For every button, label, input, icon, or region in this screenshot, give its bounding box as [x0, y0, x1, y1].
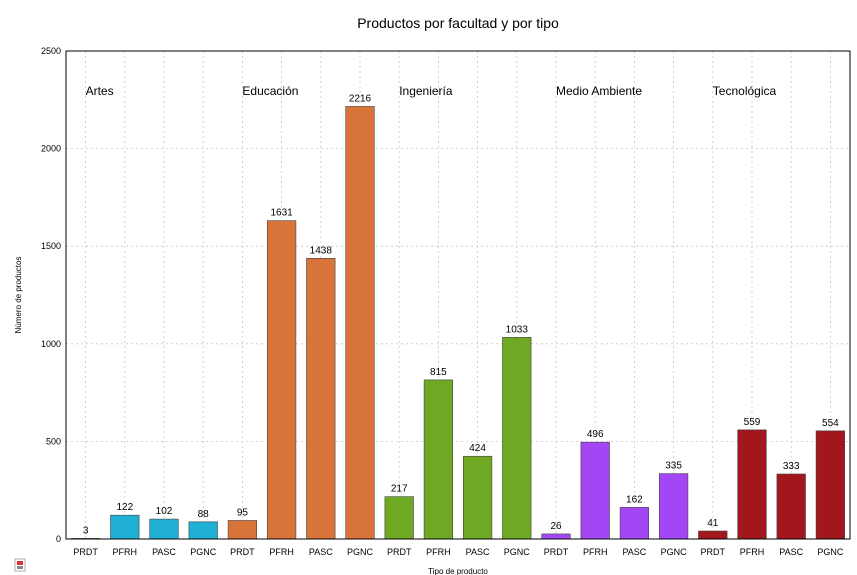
y-tick-label: 1500 — [41, 241, 61, 251]
value-labels: 3 122 102 88 95 1631 1438 2216 217 815 424 1033 26 49… — [83, 93, 839, 536]
x-tick-label: PFRH — [113, 547, 138, 557]
data-label: 217 — [391, 484, 408, 495]
bar-tecnológica-pfrh — [737, 429, 767, 540]
bar-ingeniería-pasc — [462, 455, 493, 540]
x-tick-label: PFRH — [426, 547, 451, 557]
data-label: 41 — [707, 518, 719, 529]
bar-educación-pasc — [306, 258, 336, 540]
x-tick-label: PRDT — [73, 547, 98, 557]
bar-tecnológica-pgnc — [815, 430, 846, 540]
group-label: Tecnológica — [713, 84, 777, 98]
chart-title: Productos por facultad y por tipo — [357, 15, 559, 31]
x-tick-label: PRDT — [544, 547, 569, 557]
y-tick-label: 1000 — [41, 339, 61, 349]
group-labels: Artes Educación Ingeniería Medio Ambiente Te… — [86, 84, 777, 98]
bar-educación-pgnc — [345, 106, 375, 540]
y-tick-label: 0 — [56, 534, 61, 544]
image-icon — [14, 558, 26, 572]
bar-artes-pasc — [149, 518, 179, 540]
group-label: Artes — [86, 84, 114, 98]
x-tick-label: PRDT — [701, 547, 726, 557]
x-tick-label: PFRH — [583, 547, 608, 557]
x-tick-label: PASC — [622, 547, 646, 557]
data-label: 554 — [822, 418, 839, 429]
x-tick-label: PASC — [779, 547, 803, 557]
bar-tecnológica-pasc — [776, 473, 806, 540]
data-label: 1033 — [506, 324, 529, 335]
x-axis-label: Tipo de producto — [428, 567, 488, 575]
data-label: 559 — [744, 417, 761, 428]
bar-educación-prdt — [227, 520, 258, 540]
bar-ingeniería-pgnc — [502, 337, 532, 540]
x-tick-label: PGNC — [504, 547, 531, 557]
bar-medio-ambiente-pfrh — [580, 441, 610, 540]
x-tick-label: PASC — [309, 547, 333, 557]
data-label: 88 — [198, 509, 210, 520]
group-label: Ingeniería — [399, 84, 453, 98]
y-tick-labels: 0 500 1000 1500 2000 2500 — [41, 46, 61, 544]
bar-medio-ambiente-prdt — [541, 533, 571, 540]
data-label: 424 — [469, 443, 486, 454]
x-tick-label: PFRH — [269, 547, 294, 557]
bar-artes-pfrh — [110, 514, 140, 540]
x-tick-label: PRDT — [387, 547, 412, 557]
bar-ingeniería-prdt — [384, 496, 414, 540]
data-label: 335 — [665, 461, 682, 472]
bar-artes-pgnc — [188, 521, 218, 540]
y-tick-label: 2000 — [41, 144, 61, 154]
x-tick-label: PGNC — [817, 547, 844, 557]
bars — [70, 106, 846, 540]
y-axis-label: Número de productos — [14, 257, 23, 334]
data-label: 333 — [783, 461, 800, 472]
data-label: 122 — [116, 502, 133, 513]
data-label: 95 — [237, 507, 249, 518]
bar-medio-ambiente-pasc — [619, 507, 650, 540]
bar-ingeniería-pfrh — [423, 379, 454, 540]
data-label: 1631 — [270, 208, 293, 219]
x-tick-label: PRDT — [230, 547, 255, 557]
group-label: Medio Ambiente — [556, 84, 642, 98]
group-label: Educación — [242, 84, 298, 98]
x-tick-label: PGNC — [190, 547, 217, 557]
x-tick-label: PGNC — [661, 547, 688, 557]
plot-frame — [65, 50, 851, 540]
bar-educación-pfrh — [266, 220, 297, 540]
data-label: 3 — [83, 525, 89, 536]
x-tick-label: PGNC — [347, 547, 374, 557]
bar-medio-ambiente-pgnc — [658, 473, 689, 540]
y-tick-label: 500 — [46, 436, 61, 446]
x-tick-labels: PRDT PFRH PASC PGNC PRDT PFRH PASC PGNC PRDT PFRH… — [73, 547, 844, 557]
data-label: 815 — [430, 367, 447, 378]
x-tick-label: PASC — [466, 547, 490, 557]
data-label: 102 — [156, 506, 173, 517]
x-tick-label: PFRH — [740, 547, 765, 557]
x-tick-label: PASC — [152, 547, 176, 557]
data-label: 496 — [587, 429, 604, 440]
y-tick-label: 2500 — [41, 46, 61, 56]
data-label: 162 — [626, 494, 643, 505]
bar-tecnológica-prdt — [698, 530, 728, 540]
data-label: 26 — [550, 521, 562, 532]
data-label: 1438 — [310, 245, 333, 256]
data-label: 2216 — [349, 93, 372, 104]
